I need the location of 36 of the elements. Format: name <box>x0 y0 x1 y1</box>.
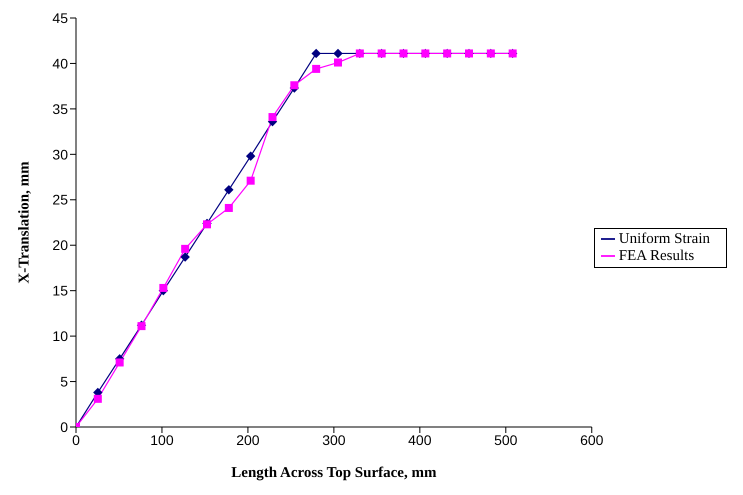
y-tick-label: 40 <box>52 55 68 72</box>
point <box>312 48 321 58</box>
point <box>246 152 256 161</box>
point <box>290 81 298 90</box>
y-tick-label: 35 <box>52 100 68 117</box>
point <box>116 358 124 366</box>
y-axis-title: X-Translation, mm <box>16 160 32 284</box>
point <box>246 176 255 185</box>
x-tick-label: 300 <box>322 432 346 448</box>
point <box>334 58 342 67</box>
x-tick-label: 400 <box>408 432 432 448</box>
y-tick-label: 20 <box>52 237 68 254</box>
y-tick-label: 25 <box>52 192 68 208</box>
legend-label: FEA Results <box>618 248 694 264</box>
point <box>224 204 233 212</box>
point <box>268 113 276 122</box>
point <box>181 244 190 253</box>
y-tick-label: 45 <box>52 10 68 26</box>
x-tick-label: 500 <box>494 432 518 448</box>
x-tick-label: 200 <box>236 432 260 448</box>
x-axis-title: Length Across Top Surface, mm <box>231 465 437 481</box>
y-tick-label: 0 <box>60 418 68 435</box>
point <box>224 185 234 194</box>
y-tick-label: 5 <box>60 374 68 390</box>
y-tick-label: 15 <box>52 282 68 299</box>
x-tick-label: 100 <box>150 432 174 448</box>
y-tick-label: 10 <box>52 328 68 344</box>
point <box>180 252 190 262</box>
point <box>94 394 102 403</box>
point <box>159 284 168 292</box>
x-tick-label: 0 <box>72 432 80 448</box>
x-tick-label: 600 <box>580 432 604 448</box>
point <box>312 64 320 73</box>
point <box>334 48 342 58</box>
legend-label: Uniform Strain <box>618 230 710 246</box>
y-tick-label: 30 <box>52 146 68 162</box>
